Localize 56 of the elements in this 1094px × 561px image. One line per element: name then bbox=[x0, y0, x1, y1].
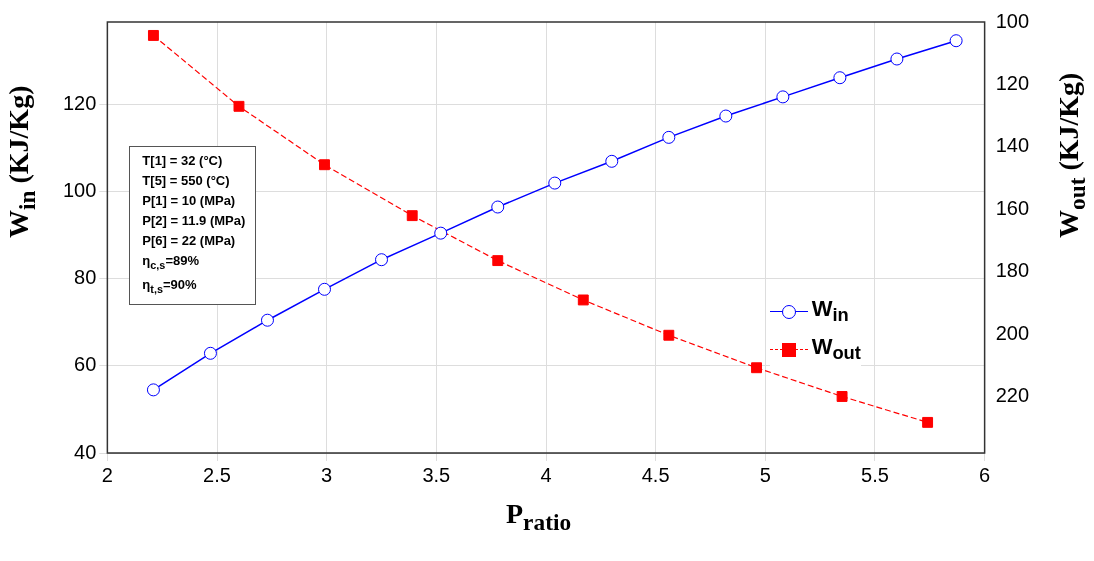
y-tick-label: 120 bbox=[62, 92, 97, 115]
point bbox=[662, 130, 676, 144]
y2-tick-label: 200 bbox=[995, 321, 1030, 344]
annotation: η$_{c,s}$=89% bbox=[142, 252, 200, 273]
point bbox=[492, 255, 504, 267]
point bbox=[949, 34, 963, 48]
point bbox=[203, 346, 217, 360]
point bbox=[719, 109, 733, 123]
annotation: T[1] = 32 (°C) bbox=[142, 152, 224, 170]
legend-label: W$_{out}$ bbox=[811, 334, 861, 365]
point bbox=[922, 416, 934, 428]
y-tick-label: 100 bbox=[62, 179, 97, 202]
x-tick-label: 5.5 bbox=[861, 463, 889, 486]
x-tick-label: 4.5 bbox=[641, 463, 670, 486]
point bbox=[577, 294, 589, 306]
x-tick-label: 4 bbox=[540, 463, 552, 486]
y2-tick-label: 100 bbox=[995, 9, 1030, 32]
point bbox=[319, 159, 330, 171]
point bbox=[605, 154, 619, 168]
point bbox=[836, 391, 848, 402]
point bbox=[317, 282, 331, 296]
x-tick-label: 3 bbox=[321, 463, 333, 486]
y2-tick-label: 220 bbox=[995, 384, 1030, 407]
y2-tick-label: 180 bbox=[995, 259, 1030, 282]
point bbox=[147, 29, 159, 41]
x-tick-label: 5 bbox=[759, 463, 771, 486]
y2-tick-label: 120 bbox=[995, 71, 1030, 94]
y2-tick-label: 140 bbox=[995, 134, 1030, 157]
x-tick-label: 6 bbox=[979, 463, 991, 486]
point bbox=[434, 226, 448, 240]
point bbox=[548, 176, 562, 190]
y-tick-label: 40 bbox=[74, 440, 97, 463]
x-tick-label: 2 bbox=[101, 463, 113, 486]
annotation: P[2] = 11.9 (MPa) bbox=[142, 212, 246, 230]
point bbox=[663, 329, 675, 341]
y2-tick-label: 160 bbox=[995, 196, 1030, 219]
point bbox=[146, 383, 160, 397]
x-tick-label: 3.5 bbox=[422, 463, 451, 486]
annotation: η$_{t,s}$=90% bbox=[142, 275, 198, 297]
point bbox=[233, 100, 245, 112]
point bbox=[406, 210, 418, 222]
y-tick-label: 60 bbox=[74, 353, 97, 376]
x-axis-title: P$_{ratio}$ bbox=[506, 498, 572, 536]
point bbox=[833, 71, 847, 85]
x-tick-label: 2.5 bbox=[203, 463, 231, 486]
point bbox=[776, 90, 790, 104]
y-tick-label: 80 bbox=[74, 266, 97, 289]
annotation: T[5] = 550 (°C) bbox=[142, 172, 231, 190]
point bbox=[491, 200, 505, 214]
point bbox=[751, 362, 762, 374]
point bbox=[375, 253, 389, 267]
annotation: P[6] = 22 (MPa) bbox=[142, 232, 237, 250]
legend-label: W$_{in}$ bbox=[811, 296, 849, 327]
point bbox=[890, 52, 904, 66]
point bbox=[260, 313, 274, 327]
annotation: P[1] = 10 (MPa) bbox=[142, 192, 237, 210]
